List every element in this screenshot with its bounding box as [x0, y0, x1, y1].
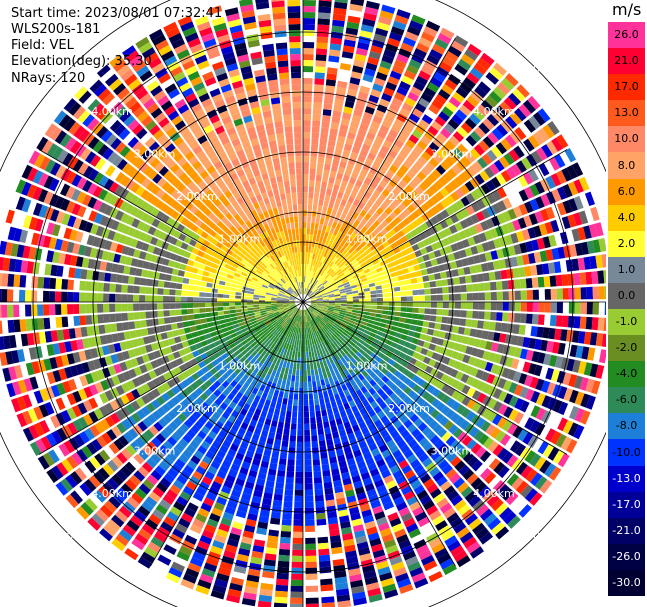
- range-ring-label: 4.00km: [91, 487, 133, 500]
- colorbar-tick-label: -2.0: [615, 341, 638, 355]
- range-ring-label: 4.00km: [473, 487, 515, 500]
- range-ring-label: 5.00km: [516, 529, 558, 542]
- range-ring-label: 1.00km: [346, 232, 388, 245]
- colorbar-tick-label: 21.0: [614, 54, 639, 68]
- colorbar-tick-label: 4.0: [617, 210, 636, 224]
- range-ring-label: 3.00km: [134, 148, 176, 161]
- start-time-label: Start time: 2023/08/01 07:32:41: [11, 6, 223, 21]
- range-ring-label: 5.00km: [49, 63, 91, 76]
- colorbar-segment: [608, 361, 645, 388]
- colorbar-tick-label: 17.0: [614, 80, 639, 94]
- colorbar-segment: [608, 491, 645, 519]
- colorbar-tick-label: 0.0: [617, 288, 636, 302]
- colorbar-segment: [608, 309, 645, 336]
- colorbar-tick-label: -13.0: [612, 471, 641, 485]
- colorbar-tick-label: 1.0: [617, 262, 636, 276]
- colorbar: 26.0 21.0 17.0 13.0 10.0 8.0 6.0 4.0 2.0 1.0 0.0 -1…: [608, 22, 645, 597]
- velocity-field: [0, 0, 606, 607]
- range-ring-label: 4.00km: [91, 105, 133, 118]
- range-ring: [212, 211, 394, 393]
- range-ring-label: 5.00km: [49, 529, 91, 542]
- field-label: Field: VEL: [11, 38, 74, 53]
- nrays-label: NRays: 120: [11, 71, 86, 86]
- colorbar-segment: [608, 22, 645, 49]
- colorbar-unit: m/s: [612, 0, 642, 19]
- range-ring-label: 2.00km: [176, 402, 218, 415]
- colorbar-segment: [608, 387, 645, 414]
- colorbar-tick-label: -10.0: [612, 445, 641, 459]
- colorbar-tick-label: -17.0: [612, 497, 641, 511]
- colorbar-tick-label: -21.0: [612, 523, 641, 537]
- colorbar-segment: [608, 230, 645, 258]
- range-ring-label: 2.00km: [176, 190, 218, 203]
- colorbar-tick-label: -8.0: [615, 419, 638, 433]
- range-ring-label: 3.00km: [431, 148, 473, 161]
- range-ring: [242, 241, 364, 363]
- colorbar-tick-label: 2.0: [617, 236, 636, 250]
- colorbar-segment: [608, 152, 645, 180]
- colorbar-segment: [608, 178, 645, 206]
- colorbar-segment: [608, 439, 645, 467]
- colorbar-segment: [608, 204, 645, 232]
- colorbar-tick-label: 26.0: [614, 28, 639, 42]
- colorbar-tick-label: 13.0: [614, 106, 639, 120]
- azimuth-line: [38, 149, 568, 455]
- range-ring-label: 2.00km: [388, 402, 430, 415]
- colorbar-segment: [608, 48, 645, 75]
- range-grid: 1.00km 1.00km 1.00km 1.00km 2.00km 2.00km 2.00…: [0, 0, 606, 607]
- colorbar-tick-label: -4.0: [615, 367, 638, 381]
- range-ring-label: 5.00km: [516, 63, 558, 76]
- range-ring-label: 3.00km: [431, 444, 473, 457]
- colorbar-segment: [608, 335, 645, 362]
- colorbar-segment: [608, 569, 645, 597]
- colorbar-segment: [608, 543, 645, 571]
- colorbar-tick-label: -26.0: [612, 549, 641, 563]
- range-ring-label: 1.00km: [346, 360, 388, 373]
- colorbar-tick-label: 6.0: [617, 184, 636, 198]
- colorbar-tick-label: -6.0: [615, 393, 638, 407]
- colorbar-segment: [608, 126, 645, 153]
- colorbar-tick-label: -30.0: [612, 575, 641, 589]
- colorbar-segment: [608, 517, 645, 545]
- colorbar-tick-label: -1.0: [615, 315, 638, 329]
- instrument-label: WLS200s-181: [11, 22, 101, 37]
- range-ring: [32, 31, 574, 573]
- elevation-label: Elevation(deg): 35.30: [11, 54, 152, 69]
- range-ring-label: 1.00km: [219, 232, 261, 245]
- range-ring: [152, 151, 454, 453]
- colorbar-segment: [608, 74, 645, 101]
- range-ring-label: 3.00km: [134, 444, 176, 457]
- colorbar-tick-label: 10.0: [614, 132, 639, 146]
- range-ring: [92, 91, 514, 513]
- colorbar-segment: [608, 465, 645, 493]
- range-ring-label: 4.00km: [473, 105, 515, 118]
- colorbar-tick-label: 8.0: [617, 158, 636, 172]
- colorbar-segment: [608, 413, 645, 440]
- range-ring-label: 2.00km: [388, 190, 430, 203]
- colorbar-segment: [608, 282, 645, 310]
- colorbar-segment: [608, 100, 645, 127]
- range-ring-label: 1.00km: [219, 360, 261, 373]
- colorbar-segment: [608, 256, 645, 284]
- radar-ppi-display: 1.00km 1.00km 1.00km 1.00km 2.00km 2.00km 2.00…: [0, 0, 606, 607]
